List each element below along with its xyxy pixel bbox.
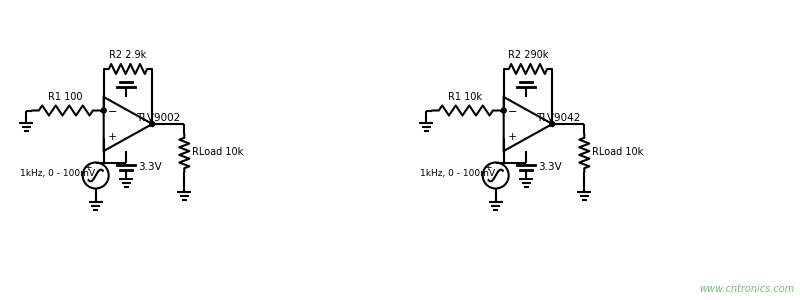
Text: RLoad 10k: RLoad 10k <box>192 147 243 157</box>
Text: TLV9002: TLV9002 <box>136 113 180 123</box>
Text: −: − <box>108 106 118 116</box>
Text: 3.3V: 3.3V <box>138 161 162 172</box>
Circle shape <box>101 108 106 113</box>
Text: 1kHz, 0 - 100mV: 1kHz, 0 - 100mV <box>20 169 95 178</box>
Text: RLoad 10k: RLoad 10k <box>592 147 643 157</box>
Text: 1kHz, 0 - 100mV: 1kHz, 0 - 100mV <box>420 169 495 178</box>
Text: +: + <box>484 163 491 172</box>
Text: 3.3V: 3.3V <box>538 161 562 172</box>
Text: R1 100: R1 100 <box>48 92 82 101</box>
Text: R2 2.9k: R2 2.9k <box>110 50 146 60</box>
Text: TLV9042: TLV9042 <box>536 113 580 123</box>
Text: www.cntronics.com: www.cntronics.com <box>698 284 794 294</box>
Text: R1 10k: R1 10k <box>448 92 482 101</box>
Circle shape <box>501 108 506 113</box>
Circle shape <box>550 122 555 127</box>
Text: +: + <box>84 163 91 172</box>
Text: +: + <box>508 131 518 142</box>
Text: +: + <box>108 131 118 142</box>
Circle shape <box>150 122 155 127</box>
Text: R2 290k: R2 290k <box>508 50 548 60</box>
Text: −: − <box>508 106 518 116</box>
